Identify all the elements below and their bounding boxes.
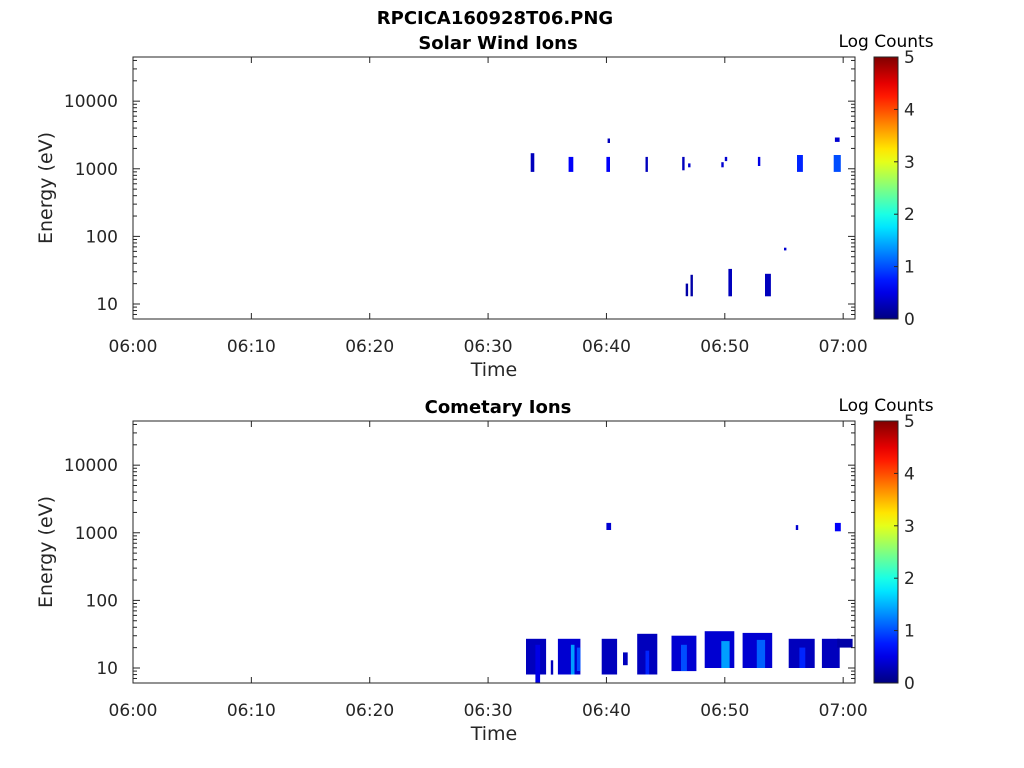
colorbar-tick-label: 1 <box>904 258 915 278</box>
data-cell <box>797 155 803 172</box>
colorbar-tick-label: 4 <box>904 100 915 120</box>
data-cell <box>784 247 787 251</box>
data-cell <box>799 647 806 668</box>
axes-box <box>132 56 856 320</box>
x-axis-label: Time <box>470 723 518 745</box>
colorbar-tick-label: 5 <box>904 48 915 68</box>
panels: 06:00 06:10 06:20 06:30 06:40 06:50 07:0010100… <box>35 32 934 745</box>
data-cell <box>821 638 840 668</box>
x-tick-label: 07:00 <box>819 337 868 357</box>
data-cell <box>721 641 730 668</box>
colorbar-tick-label: 5 <box>904 412 915 432</box>
x-tick-label: 06:40 <box>582 337 631 357</box>
panel-1: 06:00 06:10 06:20 06:30 06:40 06:50 07:0010100… <box>35 32 934 381</box>
colorbar-tick-label: 2 <box>904 205 915 225</box>
x-axis-label: Time <box>470 359 518 381</box>
data-cell <box>557 638 581 675</box>
panel-title: Cometary Ions <box>425 397 572 418</box>
plot-area <box>133 421 855 683</box>
data-cell <box>685 283 689 297</box>
x-tick-label: 07:00 <box>819 701 868 721</box>
data-cell <box>607 138 610 143</box>
data-cell <box>834 522 841 532</box>
data-cell <box>765 273 771 297</box>
data-cell <box>837 638 853 648</box>
data-cell <box>757 156 761 166</box>
data-cell <box>724 156 728 162</box>
y-axis-label: Energy (eV) <box>35 496 57 608</box>
colorbar-tick-label: 3 <box>904 517 915 537</box>
data-cell <box>704 631 735 668</box>
colorbar <box>873 420 899 684</box>
y-tick-label: 10 <box>96 295 118 315</box>
x-tick-label: 06:50 <box>700 337 749 357</box>
colorbar-tick-label: 2 <box>904 569 915 589</box>
colorbar <box>873 56 899 320</box>
x-tick-label: 06:30 <box>464 337 513 357</box>
data-cell <box>833 155 841 172</box>
panel-2: 06:00 06:10 06:20 06:30 06:40 06:50 07:0010100… <box>35 396 934 745</box>
plot-area <box>133 57 855 319</box>
data-cell <box>606 522 612 530</box>
colorbar-tick-label: 3 <box>904 153 915 173</box>
data-cell <box>681 644 687 671</box>
data-cell <box>568 156 574 172</box>
y-axis-label: Energy (eV) <box>35 132 57 244</box>
data-cell <box>721 162 724 168</box>
x-tick-label: 06:50 <box>700 701 749 721</box>
data-cell <box>535 644 541 683</box>
x-tick-label: 06:40 <box>582 701 631 721</box>
data-cell <box>756 639 766 668</box>
colorbar-label: Log Counts <box>838 396 933 416</box>
data-cell <box>795 525 799 530</box>
data-cell <box>645 156 648 172</box>
colorbar-tick-label: 4 <box>904 464 915 484</box>
figure-title: RPCICA160928T06.PNG <box>377 8 613 29</box>
data-cell <box>645 650 650 675</box>
colorbar-tick-label: 0 <box>904 310 915 330</box>
x-tick-label: 06:20 <box>345 701 394 721</box>
y-tick-label: 1000 <box>75 160 118 180</box>
y-tick-label: 10000 <box>64 92 118 112</box>
data-cell <box>606 156 610 172</box>
y-tick-label: 10000 <box>64 456 118 476</box>
x-tick-label: 06:10 <box>227 701 276 721</box>
data-cell <box>570 644 575 675</box>
y-tick-label: 1000 <box>75 524 118 544</box>
y-tick-label: 100 <box>86 591 118 611</box>
data-cell <box>530 153 535 172</box>
y-tick-label: 100 <box>86 227 118 247</box>
data-cell <box>623 652 628 666</box>
x-tick-label: 06:00 <box>109 701 158 721</box>
data-cell <box>688 163 691 168</box>
x-tick-label: 06:30 <box>464 701 513 721</box>
panel-title: Solar Wind Ions <box>418 33 577 54</box>
x-tick-label: 06:20 <box>345 337 394 357</box>
y-tick-label: 10 <box>96 659 118 679</box>
data-cell <box>834 137 840 142</box>
data-cell <box>550 660 554 675</box>
data-cell <box>576 647 581 671</box>
data-cell <box>682 156 685 171</box>
colorbar-tick-label: 1 <box>904 622 915 642</box>
x-tick-label: 06:00 <box>109 337 158 357</box>
axes-box <box>132 420 856 684</box>
colorbar-label: Log Counts <box>838 32 933 52</box>
data-cell <box>690 274 693 297</box>
x-tick-label: 06:10 <box>227 337 276 357</box>
data-cell <box>601 638 618 675</box>
data-cell <box>728 268 732 297</box>
colorbar-tick-label: 0 <box>904 674 915 694</box>
